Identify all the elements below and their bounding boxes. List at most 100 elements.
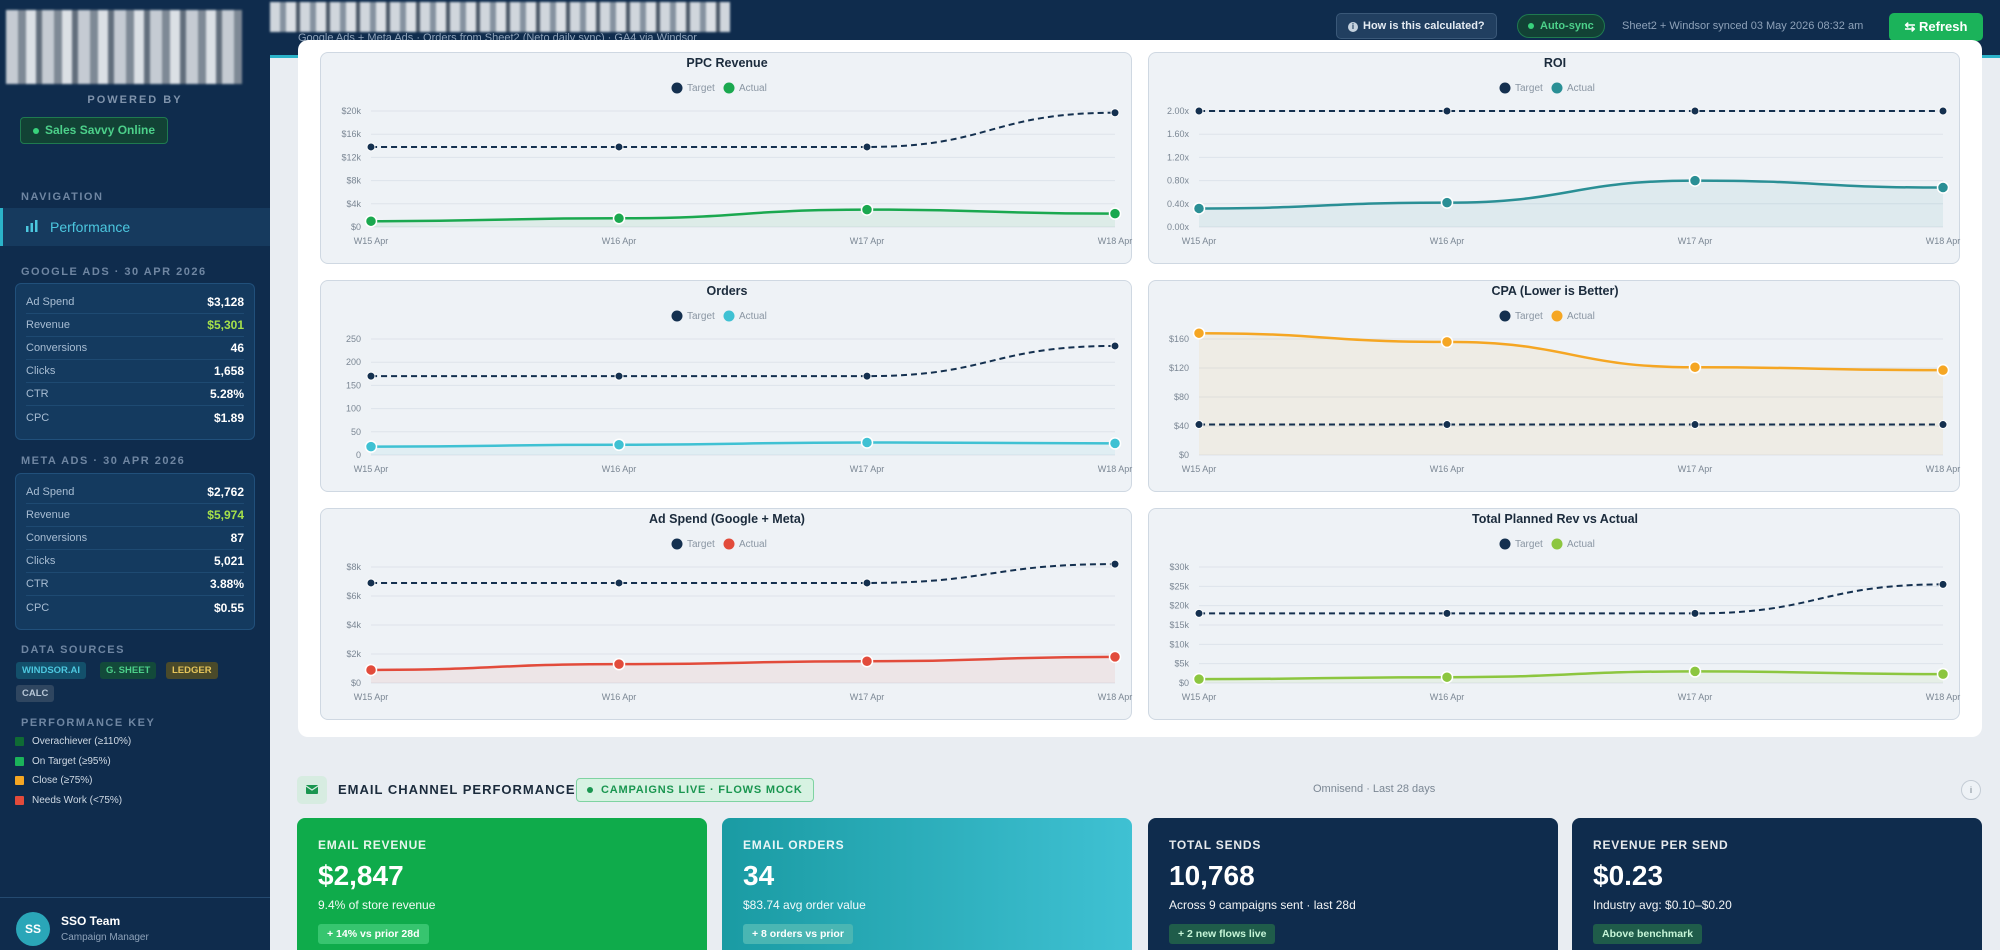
key-overachiever: Overachiever (≥110%): [15, 736, 131, 747]
legend-actual-marker: [1551, 82, 1563, 94]
legend-target-label: Target: [687, 311, 715, 322]
y-tick-label: $0: [351, 222, 361, 232]
legend-target-marker: [1499, 82, 1511, 94]
actual-point: [612, 438, 626, 452]
refresh-button[interactable]: ⇆ Refresh: [1889, 13, 1983, 41]
legend-swatch: [15, 757, 24, 766]
metric-value: 5,021: [213, 554, 244, 568]
actual-point: [1688, 174, 1702, 187]
target-point: [614, 371, 624, 381]
target-point: [862, 578, 872, 588]
legend-actual-marker: [723, 82, 735, 94]
page-title: [270, 2, 730, 32]
kpi-title: REVENUE PER SEND: [1593, 838, 1729, 852]
metric-row: CPC $0.55: [26, 596, 244, 619]
metric-label: Revenue: [26, 319, 71, 331]
actual-point: [1936, 181, 1950, 194]
kpi-delta-badge: + 14% vs prior 28d: [318, 924, 429, 944]
roi-chart: ROI Target Actual 0.00x 0.40x 0.80x 1.20x 1.60x…: [1167, 56, 1960, 246]
chart-card-ad-spend: Ad Spend (Google + Meta) Target Actual $0 $2…: [320, 508, 1132, 720]
brand-badge-label: Sales Savvy Online: [45, 123, 156, 137]
chart-card-cpa: CPA (Lower is Better) Target Actual $0 $40 $8…: [1148, 280, 1960, 492]
actual-area: [371, 209, 1115, 227]
ad-spend-chart: Ad Spend (Google + Meta) Target Actual $0 $2…: [346, 512, 1132, 702]
key-label: Overachiever (≥110%): [32, 736, 132, 747]
metric-value: $2,762: [207, 485, 244, 499]
key-label: Close (≥75%): [32, 775, 93, 786]
user-panel[interactable]: [0, 897, 270, 950]
legend-swatch: [15, 776, 24, 785]
x-tick-label: W18 Apr: [1098, 236, 1133, 246]
metric-row: Clicks 5,021: [26, 550, 244, 573]
y-tick-label: $4k: [346, 199, 361, 209]
x-tick-label: W17 Apr: [850, 464, 885, 474]
performance-key-title: PERFORMANCE KEY: [21, 717, 156, 729]
actual-point: [860, 203, 874, 216]
chart-card-ppc-revenue: PPC Revenue Target Actual $0 $4k $8k $12k $16k $…: [320, 52, 1132, 264]
kpi-title: EMAIL REVENUE: [318, 838, 427, 852]
y-tick-label: $20k: [341, 106, 361, 116]
legend-target-marker: [671, 82, 683, 94]
y-tick-label: $5k: [1174, 659, 1189, 669]
avatar[interactable]: SS: [16, 912, 50, 946]
how-calculated-button[interactable]: i How is this calculated?: [1336, 13, 1497, 39]
metric-label: Conversions: [26, 532, 88, 544]
actual-point: [1192, 672, 1206, 686]
kpi-value: 10,768: [1169, 860, 1255, 891]
actual-point: [1108, 207, 1122, 220]
y-tick-label: $0: [1179, 678, 1189, 688]
actual-point: [1192, 202, 1206, 215]
brand-badge[interactable]: Sales Savvy Online: [20, 117, 169, 144]
target-point: [614, 578, 624, 588]
legend-target-label: Target: [1515, 311, 1543, 322]
actual-point: [1936, 363, 1950, 377]
kpi-subtext: Industry avg: $0.10–$0.20: [1593, 898, 1732, 912]
autosync-toggle[interactable]: Auto-sync: [1517, 14, 1605, 38]
legend-actual-label: Actual: [739, 311, 767, 322]
x-tick-label: W15 Apr: [354, 236, 389, 246]
target-point: [1194, 106, 1204, 116]
target-point: [1442, 420, 1452, 430]
legend-target-marker: [671, 310, 683, 322]
target-series-line: [1199, 583, 1944, 615]
metric-row: Conversions 46: [26, 337, 244, 360]
actual-point: [860, 655, 874, 668]
actual-point: [1440, 335, 1454, 349]
metric-row: CTR 3.88%: [26, 573, 244, 596]
kpi-title: TOTAL SENDS: [1169, 838, 1262, 852]
target-point: [614, 142, 624, 152]
actual-point: [860, 436, 874, 449]
legend-actual-label: Actual: [739, 539, 767, 550]
legend-swatch: [15, 737, 24, 746]
x-tick-label: W16 Apr: [1430, 692, 1465, 702]
y-tick-label: $8k: [346, 176, 361, 186]
kpi-email-orders: EMAIL ORDERS 34 $83.74 avg order value +…: [722, 818, 1132, 950]
y-tick-label: $0: [351, 678, 361, 688]
y-tick-label: $4k: [346, 620, 361, 630]
email-info-icon[interactable]: i: [1961, 780, 1981, 800]
sidebar-item-performance[interactable]: Performance: [0, 208, 270, 246]
actual-point: [1688, 665, 1702, 678]
kpi-delta-badge: + 2 new flows live: [1169, 924, 1276, 944]
x-tick-label: W15 Apr: [1182, 692, 1217, 702]
x-tick-label: W16 Apr: [1430, 464, 1465, 474]
x-tick-label: W17 Apr: [850, 692, 885, 702]
user-name: SSO Team: [61, 914, 121, 928]
kpi-subtext: $83.74 avg order value: [743, 898, 866, 912]
x-tick-label: W16 Apr: [602, 464, 637, 474]
key-needs-work: Needs Work (<75%): [15, 795, 122, 806]
y-tick-label: $2k: [346, 649, 361, 659]
legend-swatch: [15, 796, 24, 805]
metric-label: Ad Spend: [26, 296, 75, 308]
x-tick-label: W16 Apr: [1430, 236, 1465, 246]
target-point: [366, 578, 376, 588]
y-tick-label: 1.20x: [1167, 152, 1190, 162]
key-close: Close (≥75%): [15, 775, 93, 786]
kpi-title: EMAIL ORDERS: [743, 838, 845, 852]
legend-target-label: Target: [687, 83, 715, 94]
y-tick-label: $30k: [1169, 562, 1189, 572]
campaigns-status-badge: CAMPAIGNS LIVE · FLOWS MOCK: [576, 778, 814, 802]
legend-target-label: Target: [687, 539, 715, 550]
metric-value: $1.89: [213, 410, 244, 425]
y-tick-label: 150: [346, 380, 361, 390]
